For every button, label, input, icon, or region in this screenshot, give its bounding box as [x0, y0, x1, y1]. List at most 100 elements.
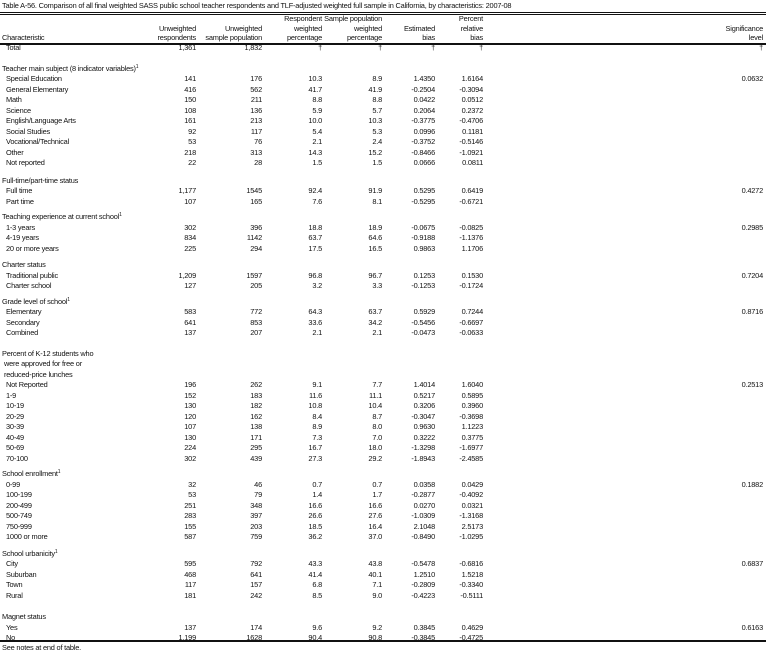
cell: 46	[254, 479, 262, 489]
cell: 1628	[246, 633, 262, 642]
cell: 1.4014	[413, 380, 436, 389]
cell: -0.3094	[459, 84, 483, 94]
cell: 205	[250, 281, 262, 290]
cell	[483, 127, 763, 138]
cell: 8.7	[372, 411, 382, 421]
cell: 1.4	[312, 490, 322, 499]
cell: 33.6	[308, 317, 322, 327]
cell: -0.3775	[411, 116, 435, 125]
cell	[483, 328, 763, 339]
cell: 28	[254, 158, 262, 167]
cell: 0.0996	[413, 126, 436, 136]
cell: 17.5	[308, 243, 322, 253]
column-header: Estimated bias	[382, 14, 435, 43]
cell: 396	[250, 222, 262, 232]
cell: 587	[184, 532, 196, 541]
table-row: Yes 137 174 9.6 9.2 0.3845 0.4629 0.6163	[0, 623, 766, 634]
cell: 203	[250, 521, 262, 531]
cell: 16.6	[368, 500, 382, 510]
cell: 64.6	[368, 233, 382, 242]
cell: 127	[184, 281, 196, 290]
cell: 9.0	[372, 590, 382, 600]
table-row: Special Education 141 176 10.3 8.9 1.4350 1.61…	[0, 74, 766, 85]
cell: 1.6040	[461, 380, 484, 389]
column-header-line: bias	[422, 33, 435, 43]
cell: 0.3775	[461, 432, 484, 442]
cell: 200-499	[6, 500, 32, 510]
cell: 183	[250, 390, 262, 400]
cell: -0.3047	[411, 411, 435, 421]
cell: 150	[184, 95, 196, 104]
cell: No	[6, 633, 16, 642]
cell: 2.1	[372, 328, 382, 337]
section-heading-text: School urbanicity	[2, 548, 55, 558]
cell: 26.6	[308, 511, 322, 520]
cell: -0.3845	[411, 633, 435, 642]
table-row: Vocational/Technical 53 76 2.1 2.4 -0.3752 -0.…	[0, 137, 766, 148]
cell	[483, 148, 763, 159]
section-heading: Magnet status	[0, 612, 766, 623]
cell: -0.5456	[411, 317, 435, 327]
cell: 0.9863	[413, 243, 436, 253]
cell: 0.7	[312, 479, 322, 489]
cell: 10.4	[368, 401, 382, 410]
section-heading-text: Teaching experience at current school	[2, 212, 120, 221]
cell: -0.2877	[411, 490, 435, 499]
cell: †	[431, 43, 435, 52]
table-row: Not Reported 196 262 9.1 7.7 1.4014 1.6040 0.25…	[0, 380, 766, 391]
cell: 1.1706	[461, 243, 484, 253]
column-header-line: percentage	[287, 33, 322, 43]
table-row: Traditional public 1,209 1597 96.8 96.7 0.125…	[0, 271, 766, 282]
cell	[483, 244, 763, 255]
column-header-line: Estimated	[403, 23, 435, 33]
cell: 16.7	[308, 443, 322, 452]
section-heading-text: School enrollment	[2, 469, 58, 478]
cell	[483, 233, 763, 244]
cell: 41.7	[308, 84, 322, 94]
column-header-line: Unweighted	[158, 23, 196, 33]
cell: 562	[250, 84, 262, 94]
column-header-line	[483, 14, 763, 24]
cell: 1,832	[244, 43, 263, 52]
cell: 41.4	[308, 569, 322, 579]
cell: 36.2	[308, 532, 322, 541]
column-header-line: Percent	[458, 14, 483, 24]
cell: 0.4629	[461, 622, 484, 632]
cell: -0.0633	[459, 328, 483, 337]
table-row: 20 or more years 225 294 17.5 16.5 0.9863 1.17…	[0, 244, 766, 255]
cell: 0.7	[372, 479, 382, 489]
cell: Charter school	[6, 281, 52, 290]
cell: 1.5	[312, 158, 322, 167]
cell: -0.2809	[411, 580, 435, 589]
cell: -0.8466	[411, 147, 435, 157]
cell: 2.5173	[461, 521, 484, 531]
cell	[483, 85, 763, 96]
cell: -0.5111	[460, 590, 483, 600]
cell: 0.5295	[413, 186, 436, 195]
cell: -0.6721	[459, 196, 483, 206]
footnote: See notes at end of table.	[2, 643, 82, 652]
cell: 0.0632	[741, 74, 764, 83]
cell: 1-3 years	[6, 222, 36, 232]
cell: Not reported	[6, 158, 45, 167]
cell: 1,199	[178, 633, 197, 642]
cell	[483, 591, 763, 602]
cell: 0.8716	[741, 307, 764, 316]
cell: 11.6	[308, 390, 322, 400]
table-row: Secondary 641 853 33.6 34.2 -0.5456 -0.6697	[0, 318, 766, 329]
table-row: General Elementary 416 562 41.7 41.9 -0.2504 -…	[0, 85, 766, 96]
cell: -1.3298	[411, 443, 435, 452]
cell: -0.5146	[459, 137, 483, 146]
cell: 1.7	[372, 490, 382, 499]
table-row: No 1,199 1628 90.4 90.8 -0.3845 -0.4725	[0, 633, 766, 644]
top-rule	[0, 12, 766, 13]
cell: 302	[184, 222, 196, 232]
cell: 641	[184, 317, 196, 327]
cell: 30-39	[6, 422, 24, 431]
cell	[483, 318, 763, 329]
cell: City	[6, 559, 18, 568]
cell: 18.5	[308, 521, 322, 531]
cell: 1545	[246, 186, 262, 195]
cell: †	[378, 43, 382, 52]
cell: 10.8	[308, 401, 322, 410]
